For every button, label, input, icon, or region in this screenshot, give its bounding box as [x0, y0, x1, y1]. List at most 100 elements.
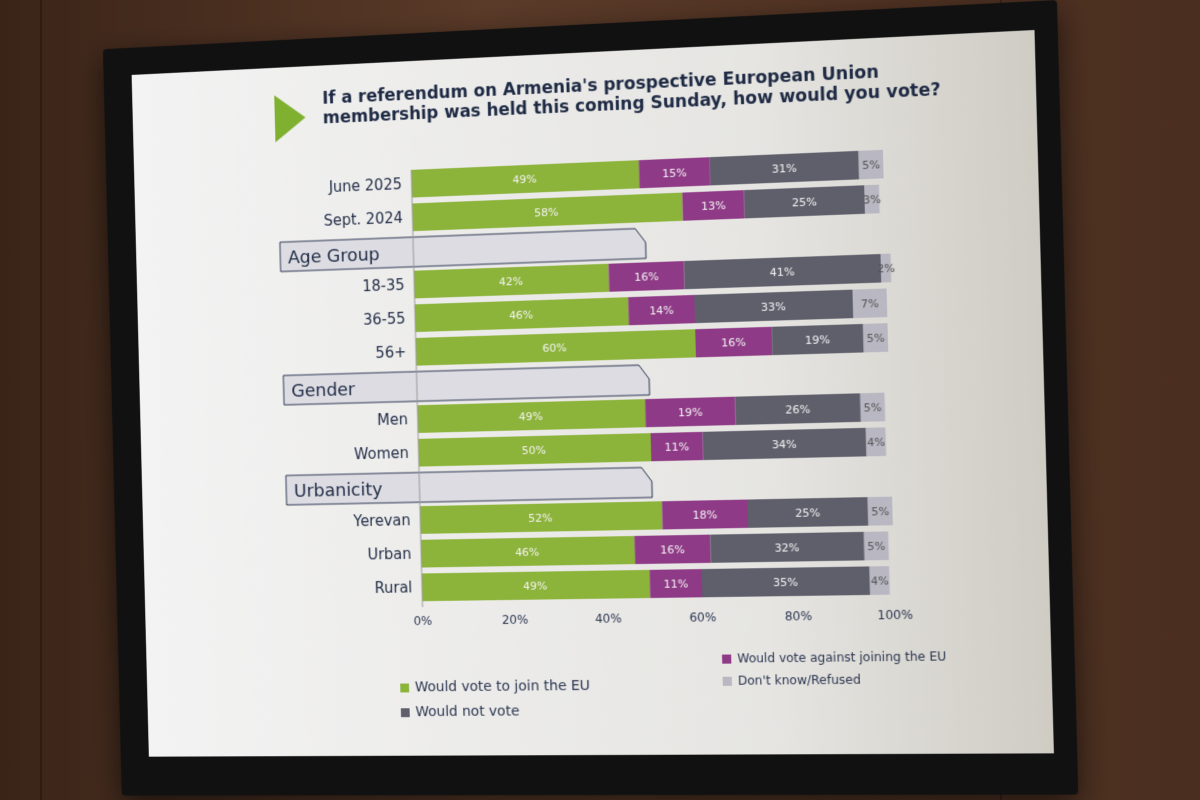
data-label: 25% [795, 506, 820, 520]
wall-panel-line [40, 0, 42, 800]
legend-label: Would vote to join the EU [414, 677, 591, 696]
category-label: 56+ [375, 344, 406, 362]
bar-segment [735, 393, 861, 425]
bar-segment [628, 294, 696, 326]
category-label: Sept. 2024 [323, 210, 403, 230]
data-label: 19% [805, 333, 830, 347]
data-label: 25% [792, 195, 817, 209]
data-label: 32% [774, 541, 799, 555]
group-header: Gender [291, 380, 356, 402]
data-label: 58% [534, 205, 559, 219]
data-label: 11% [664, 440, 689, 454]
data-label: 5% [862, 158, 880, 172]
data-label: 11% [663, 577, 688, 591]
legend-swatch [400, 707, 410, 717]
bar-segment [419, 501, 663, 534]
group-header-box [283, 365, 649, 405]
group-header: Age Group [288, 245, 380, 268]
data-label: 7% [861, 297, 879, 311]
data-label: 46% [509, 308, 533, 322]
bar-segment [421, 569, 651, 602]
data-label: 16% [634, 270, 659, 284]
data-label: 5% [863, 401, 881, 415]
data-label: 31% [772, 161, 797, 175]
bar-segment [709, 150, 860, 186]
group-header-box [280, 228, 646, 271]
legend-label: Would vote against joining the EU [737, 649, 947, 666]
data-label: 49% [523, 579, 548, 593]
legend-swatch [722, 676, 732, 686]
data-label: 49% [518, 410, 543, 424]
slide: If a referendum on Armenia's prospective… [131, 29, 1054, 757]
category-label: Rural [374, 579, 412, 597]
data-label: 4% [871, 574, 889, 588]
data-label: 15% [662, 166, 687, 180]
bar-segment [644, 396, 736, 428]
data-label: 26% [785, 403, 810, 417]
bar-segment [858, 149, 884, 180]
data-label: 34% [772, 437, 797, 451]
bar-segment [682, 190, 745, 221]
data-label: 49% [512, 172, 536, 186]
group-header-box [286, 467, 652, 505]
bar-segment [418, 433, 652, 467]
data-label: 42% [499, 275, 523, 289]
data-label: 14% [649, 304, 674, 318]
data-label: 5% [871, 505, 889, 519]
x-tick-label: 20% [502, 612, 529, 627]
legend-label: Would not vote [415, 703, 520, 721]
x-tick-label: 100% [877, 607, 913, 622]
bar-segment [413, 263, 610, 299]
bar-segment [865, 427, 887, 457]
data-label: 35% [773, 575, 798, 589]
data-label: 50% [522, 444, 547, 458]
legend-swatch [721, 653, 732, 664]
legend-item-against: Would vote against joining the EU [721, 649, 947, 666]
legend-item-not-vote: Would not vote [400, 703, 520, 721]
bar-segment [852, 288, 888, 319]
bar-segment [412, 192, 683, 232]
bar-segment [702, 427, 867, 461]
data-label: 4% [867, 435, 885, 449]
data-label: 2% [877, 261, 895, 275]
data-label: 16% [721, 336, 746, 350]
x-tick-label: 60% [689, 610, 716, 625]
bar-segment [863, 323, 889, 353]
data-label: 52% [528, 511, 553, 525]
data-label: 60% [542, 341, 567, 355]
bar-segment [417, 399, 646, 433]
legend-item-join: Would vote to join the EU [400, 678, 590, 695]
data-label: 19% [678, 405, 703, 419]
bar-segment [414, 297, 629, 333]
bar-segment [694, 289, 854, 324]
data-label: 5% [867, 539, 885, 553]
bar-segment [695, 326, 773, 358]
data-label: 33% [761, 300, 786, 314]
bar-segment [860, 392, 886, 422]
group-header: Urbanicity [294, 480, 383, 502]
bar-segment [743, 185, 866, 219]
data-label: 13% [701, 199, 726, 213]
monitor: If a referendum on Armenia's prospective… [102, 0, 1079, 796]
bar-segment [650, 431, 704, 462]
bar-segment [420, 535, 636, 568]
legend-swatch [400, 683, 410, 692]
category-label: Men [377, 411, 408, 429]
category-label: 36-55 [363, 310, 406, 328]
bar-segment [747, 497, 869, 528]
category-label: 18-35 [362, 277, 405, 296]
data-label: 16% [660, 543, 685, 557]
data-label: 3% [863, 193, 881, 207]
bar-segment [710, 531, 865, 563]
bar-segment [683, 253, 882, 290]
bar-segment [701, 566, 871, 598]
category-label: Women [354, 445, 409, 463]
bar-segment [634, 534, 711, 565]
bar-segment [863, 531, 889, 561]
legend-label: Don't know/Refused [737, 672, 861, 688]
x-tick-label: 40% [595, 611, 622, 626]
x-tick-label: 80% [785, 609, 813, 624]
play-arrow-icon [274, 93, 307, 143]
bar-segment [608, 261, 685, 292]
bar-segment [638, 157, 711, 189]
